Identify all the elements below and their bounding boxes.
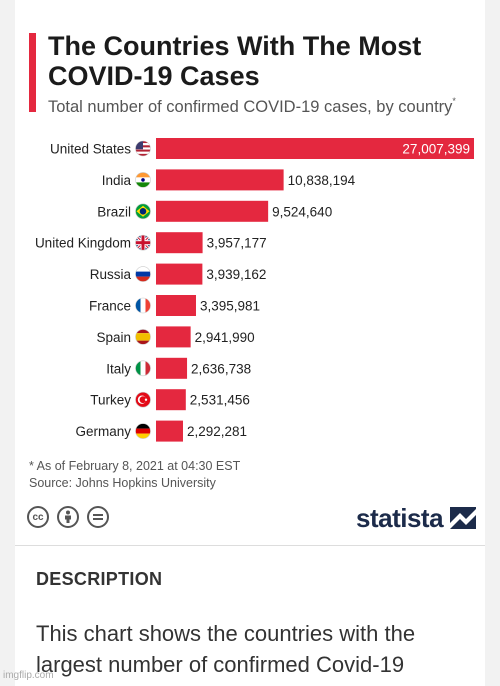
bar-chart: United States 27,007,399 India 10,838,194 Br… <box>35 138 474 442</box>
person-glyph <box>65 510 71 523</box>
category-label: Russia <box>90 267 132 282</box>
category-label: United States <box>50 142 131 157</box>
subtitle-marker: * <box>452 96 456 106</box>
value-label: 3,939,162 <box>206 267 266 282</box>
footnote-asof: * As of February 8, 2021 at 04:30 EST <box>29 459 241 473</box>
bar <box>156 295 196 316</box>
value-label: 2,636,738 <box>191 361 251 376</box>
attribution-icon[interactable] <box>57 506 79 528</box>
category-label: India <box>102 173 132 188</box>
value-label: 3,957,177 <box>207 236 267 251</box>
us-flag-icon <box>135 140 151 157</box>
bar <box>156 357 188 379</box>
value-label: 2,292,281 <box>187 424 247 439</box>
title-accent-bar <box>29 33 36 112</box>
bar <box>156 420 183 442</box>
cc-icon[interactable]: cc <box>27 506 49 528</box>
value-label: 2,531,456 <box>190 393 250 408</box>
bar <box>156 389 186 411</box>
france-flag-icon <box>135 297 151 314</box>
value-label: 9,524,640 <box>272 204 332 219</box>
statista-logo-text[interactable]: statista <box>356 503 444 533</box>
value-label: 2,941,990 <box>195 330 255 345</box>
value-label: 3,395,981 <box>200 299 260 314</box>
footnote: * As of February 8, 2021 at 04:30 EST So… <box>29 458 240 492</box>
bar <box>156 263 203 285</box>
category-label: Germany <box>75 424 131 439</box>
footnote-source: Source: Johns Hopkins University <box>29 476 216 490</box>
bar <box>156 169 284 191</box>
spain-flag-icon <box>135 329 151 345</box>
value-label: 27,007,399 <box>402 142 470 157</box>
bar <box>156 326 191 348</box>
category-label: France <box>89 299 131 314</box>
no-derivatives-icon[interactable] <box>87 506 109 528</box>
imgflip-watermark: imgflip.com <box>3 670 54 681</box>
subtitle-text: Total number of confirmed COVID-19 cases… <box>48 98 453 116</box>
russia-flag-icon <box>135 266 151 282</box>
brazil-flag-icon <box>135 203 151 220</box>
bar <box>156 200 269 222</box>
category-label: Spain <box>96 330 131 345</box>
equals-glyph <box>93 514 103 520</box>
bar <box>156 138 474 159</box>
category-label: Brazil <box>97 204 131 219</box>
value-label: 10,838,194 <box>288 173 356 188</box>
category-label: Italy <box>106 361 131 376</box>
chart-subtitle: Total number of confirmed COVID-19 cases… <box>48 96 456 117</box>
category-label: Turkey <box>90 393 131 408</box>
turkey-flag-icon <box>135 391 151 408</box>
category-label: United Kingdom <box>35 236 131 251</box>
italy-flag-icon <box>135 360 151 377</box>
chart-title: The Countries With The Most COVID-19 Cas… <box>48 31 422 91</box>
statista-logo-icon <box>450 507 476 529</box>
india-flag-icon <box>135 172 151 188</box>
uk-flag-icon <box>135 234 151 251</box>
description-heading: DESCRIPTION <box>36 569 163 589</box>
germany-flag-icon <box>135 423 151 439</box>
description-text: This chart shows the countries with the … <box>36 621 416 677</box>
bar <box>156 232 203 254</box>
description-panel <box>15 545 485 686</box>
